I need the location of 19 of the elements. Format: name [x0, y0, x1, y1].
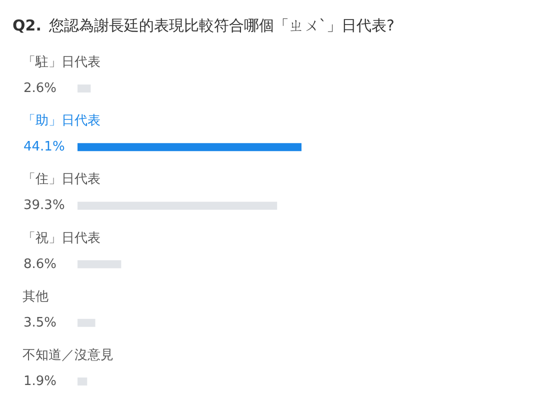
y-tick-label: 其他: [22, 289, 48, 304]
y-tick-label: 「住」日代表: [22, 172, 100, 188]
bar: [78, 260, 122, 268]
data-label: 3.5%: [24, 315, 57, 330]
data-label: 2.6%: [24, 81, 57, 96]
bar: [78, 318, 96, 327]
bar: [78, 143, 302, 152]
bar: [78, 202, 278, 210]
data-label: 8.6%: [24, 256, 57, 272]
data-label: 39.3%: [24, 198, 65, 214]
data-label: 1.9%: [24, 374, 57, 389]
chart-title: Q2. 您認為謝長廷的表現比較符合哪個「ㄓㄨˋ」日代表?: [12, 16, 394, 34]
bar: [78, 378, 88, 386]
y-tick-label: 「駐」日代表: [22, 55, 100, 70]
bar: [78, 84, 91, 92]
y-tick-label: 「祝」日代表: [22, 230, 100, 246]
y-tick-label: 不知道／沒意見: [22, 348, 114, 363]
data-label: 44.1%: [24, 140, 65, 155]
y-tick-label: 「助」日代表: [22, 114, 100, 129]
